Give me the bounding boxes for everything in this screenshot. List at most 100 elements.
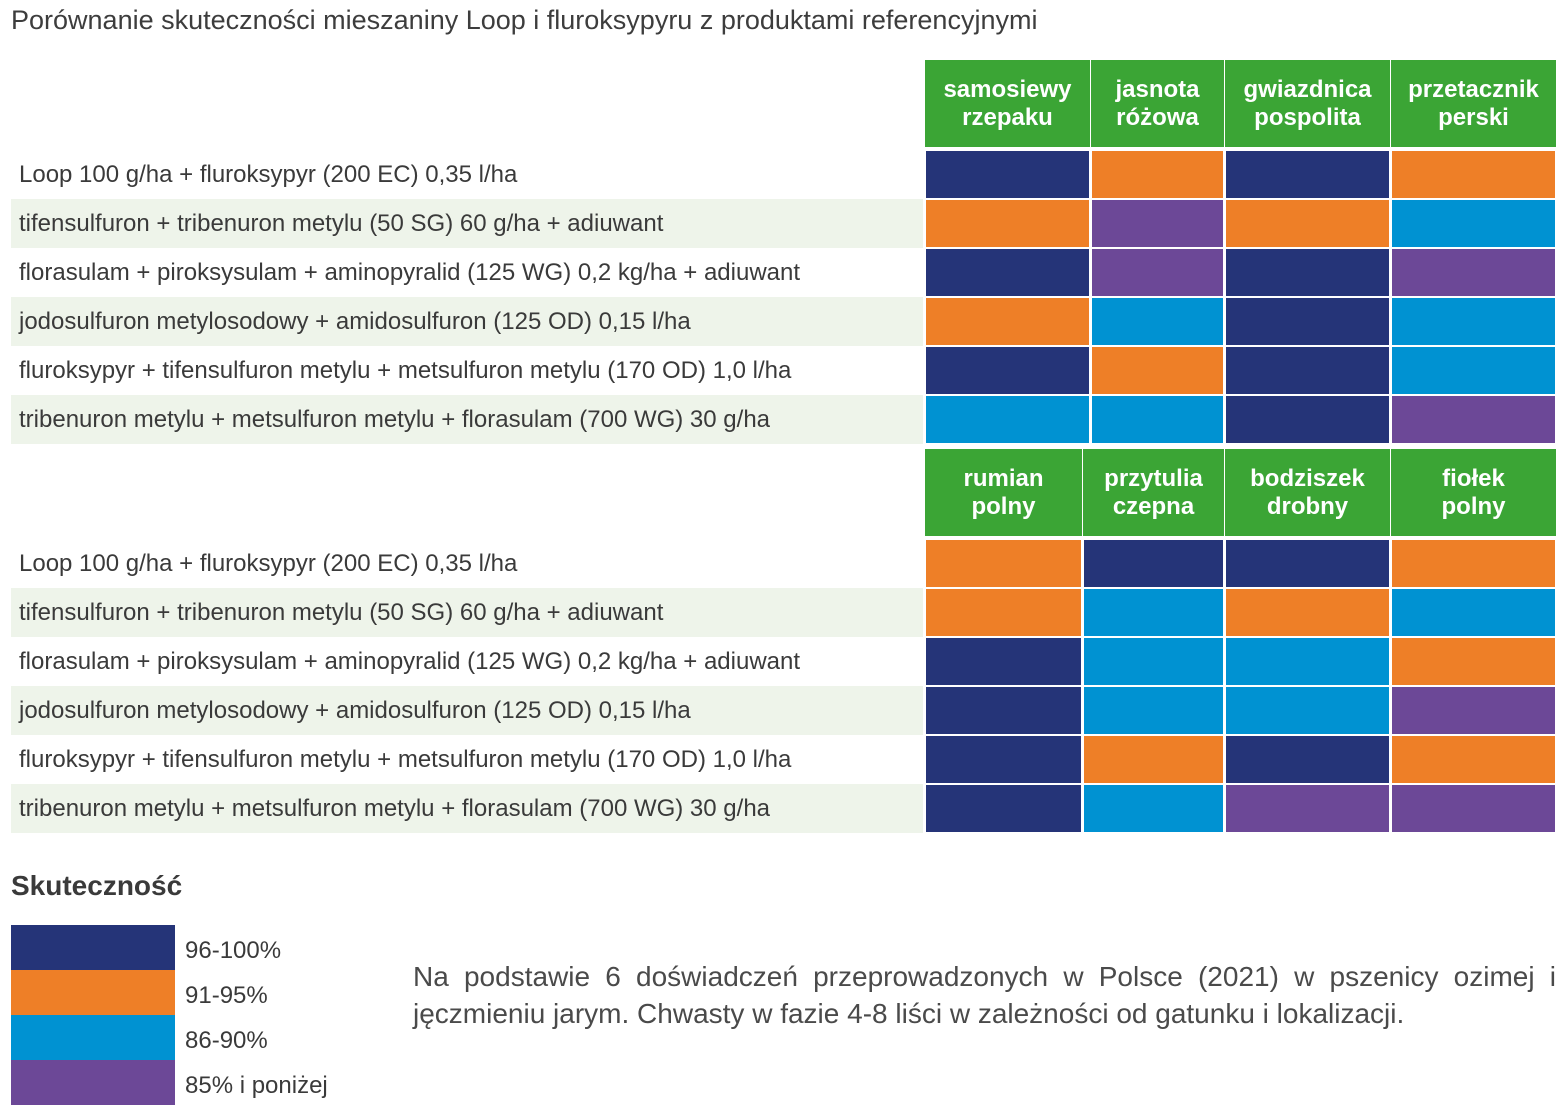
column-header-line: jasnota xyxy=(1115,75,1200,103)
column-header-line: pospolita xyxy=(1254,103,1361,131)
heatmap-cell xyxy=(1083,686,1224,735)
table-row: Loop 100 g/ha + fluroksypyr (200 EC) 0,3… xyxy=(11,150,1556,199)
heatmap-cell xyxy=(925,784,1082,833)
heatmap-cell xyxy=(1391,784,1556,833)
table-row: florasulam + piroksysulam + aminopyralid… xyxy=(11,637,1556,686)
column-header-label: samosiewy rzepaku xyxy=(935,76,1079,132)
heatmap-cell xyxy=(1225,686,1390,735)
column-header: przetacznik perski xyxy=(1391,60,1556,147)
heatmap-cell xyxy=(1391,539,1556,588)
column-header-label: gwiazdnica pospolita xyxy=(1235,76,1379,132)
heatmap-cell xyxy=(925,735,1082,784)
row-label: florasulam + piroksysulam + aminopyralid… xyxy=(19,259,801,286)
header-row: samosiewy rzepaku jasnota różowa gwiazdnica p… xyxy=(11,60,1556,147)
heatmap-cell xyxy=(1391,686,1556,735)
column-header-label: przetacznik perski xyxy=(1400,76,1547,132)
table-row: fluroksypyr + tifensulfuron metylu + met… xyxy=(11,346,1556,395)
column-header-line: samosiewy xyxy=(943,75,1072,103)
heatmap-cell xyxy=(925,637,1082,686)
table-row: tifensulfuron + tribenuron metylu (50 SG… xyxy=(11,588,1556,637)
legend-swatch xyxy=(11,925,175,970)
column-header-line: polny xyxy=(971,492,1036,520)
page-title: Porównanie skuteczności mieszaniny Loop … xyxy=(11,5,1038,35)
heatmap-cell xyxy=(1091,346,1224,395)
legend-label: 86-90% xyxy=(185,1027,268,1054)
column-header: jasnota różowa xyxy=(1091,60,1224,147)
heatmap-cell xyxy=(1225,735,1390,784)
table-row: tribenuron metylu + metsulfuron metylu +… xyxy=(11,395,1556,444)
row-label: Loop 100 g/ha + fluroksypyr (200 EC) 0,3… xyxy=(19,550,518,577)
heatmap-cell xyxy=(1083,735,1224,784)
table-row: florasulam + piroksysulam + aminopyralid… xyxy=(11,248,1556,297)
heatmap-cell xyxy=(1225,539,1390,588)
row-label: tifensulfuron + tribenuron metylu (50 SG… xyxy=(11,199,923,248)
column-header: rumian polny xyxy=(925,449,1082,536)
column-header-line: drobny xyxy=(1266,492,1349,520)
heatmap-cell xyxy=(1391,297,1556,346)
column-header: bodziszek drobny xyxy=(1225,449,1390,536)
table-row: fluroksypyr + tifensulfuron metylu + met… xyxy=(11,735,1556,784)
row-label: fluroksypyr + tifensulfuron metylu + met… xyxy=(19,746,792,773)
row-label: florasulam + piroksysulam + aminopyralid… xyxy=(19,648,801,675)
heatmap-cell xyxy=(1225,346,1390,395)
legend-swatch xyxy=(11,970,175,1015)
column-header-label: fiołek polny xyxy=(1434,465,1514,521)
heatmap-cell xyxy=(925,395,1090,444)
heatmap-cell xyxy=(1083,784,1224,833)
heatmap-cell xyxy=(1225,150,1390,199)
row-label: Loop 100 g/ha + fluroksypyr (200 EC) 0,3… xyxy=(19,161,518,188)
heatmap-cell xyxy=(925,248,1090,297)
heatmap-table-2: rumian polny przytulia czepna bodziszek drobn… xyxy=(11,449,1556,833)
table-row: Loop 100 g/ha + fluroksypyr (200 EC) 0,3… xyxy=(11,539,1556,588)
heatmap-cell xyxy=(1091,395,1224,444)
heatmap-cell xyxy=(1225,297,1390,346)
column-header-line: fiołek xyxy=(1442,464,1505,492)
heatmap-cell xyxy=(925,588,1082,637)
column-header-line: perski xyxy=(1438,103,1509,131)
column-header-line: bodziszek xyxy=(1250,464,1365,492)
table-row: tifensulfuron + tribenuron metylu (50 SG… xyxy=(11,199,1556,248)
heatmap-cell xyxy=(1083,637,1224,686)
heatmap-cell xyxy=(925,199,1090,248)
heatmap-cell xyxy=(1091,150,1224,199)
legend-label: 96-100% xyxy=(185,937,282,964)
table-row: tribenuron metylu + metsulfuron metylu +… xyxy=(11,784,1556,833)
heatmap-cell xyxy=(1091,199,1224,248)
column-header-label: bodziszek drobny xyxy=(1242,465,1373,521)
heatmap-cell xyxy=(1391,150,1556,199)
heatmap-cell xyxy=(1225,637,1390,686)
column-header-line: czepna xyxy=(1112,492,1195,520)
heatmap-cell xyxy=(1091,297,1224,346)
heatmap-cell xyxy=(925,297,1090,346)
column-header-line: rzepaku xyxy=(962,103,1053,131)
table-row: jodosulfuron metylosodowy + amidosulfuro… xyxy=(11,686,1556,735)
column-header-label: przytulia czepna xyxy=(1096,465,1211,521)
column-header-label: jasnota różowa xyxy=(1107,76,1207,132)
heatmap-cell xyxy=(1083,539,1224,588)
column-header-line: przetacznik xyxy=(1408,75,1539,103)
row-label: jodosulfuron metylosodowy + amidosulfuro… xyxy=(11,686,923,735)
heatmap-cell xyxy=(925,150,1090,199)
heatmap-cell xyxy=(925,346,1090,395)
heatmap-cell xyxy=(925,539,1082,588)
heatmap-cell xyxy=(1091,248,1224,297)
row-label: tifensulfuron + tribenuron metylu (50 SG… xyxy=(11,588,923,637)
legend-swatch xyxy=(11,1060,175,1105)
column-header-line: polny xyxy=(1441,492,1506,520)
column-header: przytulia czepna xyxy=(1083,449,1224,536)
column-header-line: gwiazdnica xyxy=(1243,75,1372,103)
heatmap-cell xyxy=(1391,346,1556,395)
table-row: jodosulfuron metylosodowy + amidosulfuro… xyxy=(11,297,1556,346)
row-label: tribenuron metylu + metsulfuron metylu +… xyxy=(11,784,923,833)
heatmap-cell xyxy=(1391,248,1556,297)
footnote: Na podstawie 6 doświadczeń przeprowadzon… xyxy=(413,961,1556,1029)
heatmap-cell xyxy=(1225,588,1390,637)
heatmap-cell xyxy=(1225,784,1390,833)
heatmap-cell xyxy=(1391,637,1556,686)
heatmap-cell xyxy=(1391,588,1556,637)
legend-label: 85% i poniżej xyxy=(185,1072,328,1099)
heatmap-cell xyxy=(1391,735,1556,784)
heatmap-cell xyxy=(1391,395,1556,444)
column-header: gwiazdnica pospolita xyxy=(1225,60,1390,147)
heatmap-cell xyxy=(1391,199,1556,248)
